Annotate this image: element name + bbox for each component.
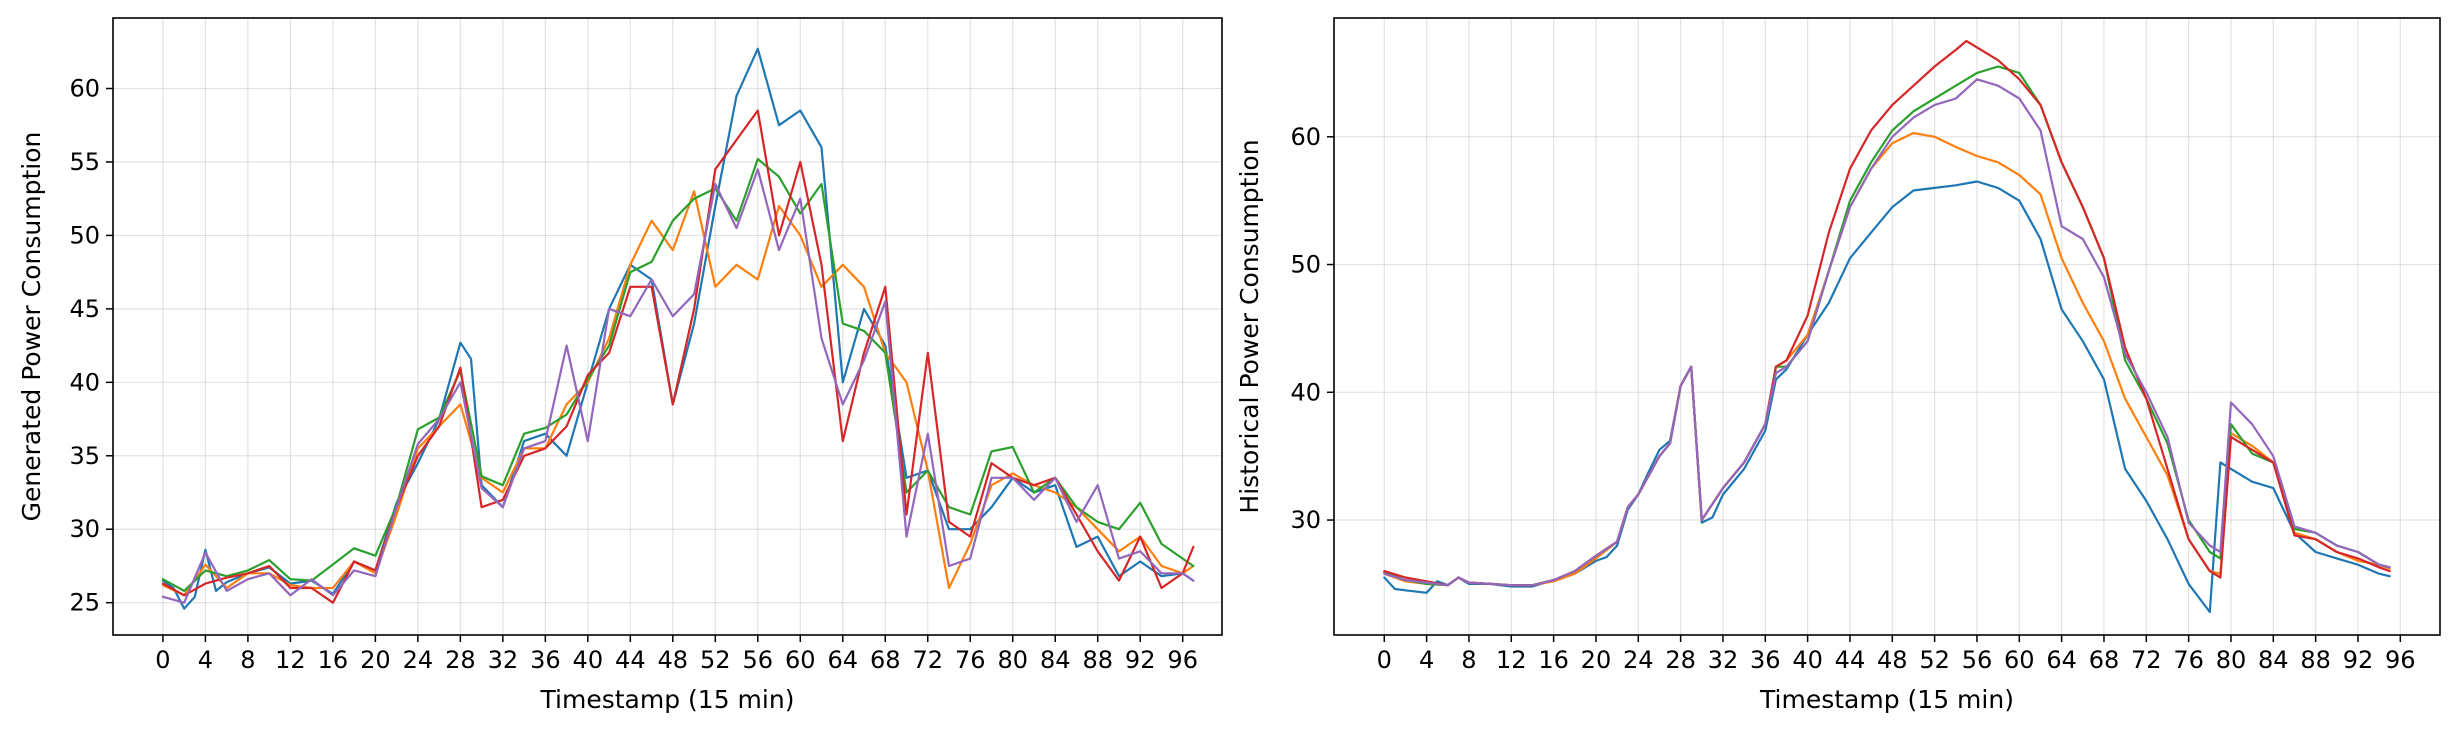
left-chart-series-4-line <box>161 109 1195 604</box>
right-chart-panel: 0 4 8 12 16 20 24 28 32 36 40 44 48 52 56 60 64 68 72 76 80 8… <box>1235 17 2441 714</box>
left-chart-series-group <box>161 47 1195 610</box>
left-chart-x-tick-label: 4 <box>198 646 213 674</box>
right-chart-x-tick-label: 88 <box>2300 646 2331 674</box>
right-chart-x-tick-label: 60 <box>2004 646 2035 674</box>
left-chart-x-tick-label: 92 <box>1125 646 1156 674</box>
left-chart-x-tick-label: 88 <box>1082 646 1113 674</box>
right-chart-y-tick-label: 40 <box>1290 378 1321 406</box>
left-chart-x-tick-label: 80 <box>997 646 1028 674</box>
right-chart-x-tick-label: 76 <box>2173 646 2204 674</box>
left-chart-x-tick-label: 20 <box>360 646 391 674</box>
right-chart-series-5-line <box>1383 78 2391 587</box>
right-chart-x-tick-label: 28 <box>1665 646 1696 674</box>
left-chart-y-tick-label: 60 <box>69 75 100 103</box>
left-chart-y-axis-label: Generated Power Consumption <box>17 132 46 522</box>
right-chart-x-tick-label: 92 <box>2343 646 2374 674</box>
right-chart-y-ticks: 30 40 50 60 <box>1290 123 1334 534</box>
right-chart-x-tick-label: 4 <box>1419 646 1434 674</box>
right-chart-x-tick-label: 32 <box>1708 646 1739 674</box>
right-chart-x-tick-label: 8 <box>1461 646 1476 674</box>
left-chart-x-tick-label: 56 <box>743 646 774 674</box>
left-chart-x-tick-label: 44 <box>615 646 646 674</box>
right-chart-series-2-line <box>1383 131 2391 587</box>
left-chart-x-tick-label: 96 <box>1167 646 1198 674</box>
left-chart-frame <box>112 17 1223 636</box>
right-chart-x-tick-label: 52 <box>1919 646 1950 674</box>
right-chart-x-tick-label: 36 <box>1750 646 1781 674</box>
right-chart-frame <box>1333 17 2441 636</box>
left-chart-series-3-line <box>161 157 1195 593</box>
left-chart-x-tick-label: 0 <box>155 646 170 674</box>
left-chart-y-ticks: 25 30 35 40 45 50 55 60 <box>69 75 113 617</box>
left-chart-series-5-line <box>161 168 1195 604</box>
left-chart-x-tick-label: 28 <box>445 646 476 674</box>
left-chart-y-tick-label: 25 <box>69 589 100 617</box>
left-chart-y-tick-label: 55 <box>69 148 100 176</box>
right-chart-series-group <box>1383 39 2391 614</box>
left-chart-grid <box>113 18 1222 635</box>
right-chart-x-tick-label: 96 <box>2385 646 2416 674</box>
left-chart-x-tick-label: 36 <box>530 646 561 674</box>
left-chart-y-tick-label: 50 <box>69 221 100 249</box>
right-chart-x-tick-label: 20 <box>1581 646 1612 674</box>
left-chart-y-tick-label: 45 <box>69 295 100 323</box>
right-chart-x-tick-label: 80 <box>2216 646 2247 674</box>
left-chart-x-tick-label: 24 <box>403 646 434 674</box>
right-chart-x-ticks: 0 4 8 12 16 20 24 28 32 36 40 44 48 52 56 60 64 68 72 76 80 8… <box>1377 635 2416 674</box>
left-chart-panel: 0 4 8 12 16 20 24 28 32 36 40 44 48 52 56 60 64 68 72 76 80 8… <box>17 17 1223 714</box>
right-chart-y-tick-label: 60 <box>1290 123 1321 151</box>
left-chart-x-tick-label: 16 <box>318 646 349 674</box>
right-chart-x-tick-label: 0 <box>1377 646 1392 674</box>
right-chart-x-tick-label: 40 <box>1792 646 1823 674</box>
right-chart-y-axis-label: Historical Power Consumption <box>1235 139 1264 513</box>
right-chart-grid <box>1334 18 2440 635</box>
right-chart-y-tick-label: 50 <box>1290 251 1321 279</box>
left-chart-x-tick-label: 72 <box>912 646 943 674</box>
left-chart-x-tick-label: 32 <box>488 646 519 674</box>
left-chart-x-tick-label: 68 <box>870 646 901 674</box>
right-chart-x-tick-label: 24 <box>1623 646 1654 674</box>
left-chart-y-tick-label: 40 <box>69 368 100 396</box>
right-chart-x-axis-label: Timestamp (15 min) <box>1759 685 2014 714</box>
left-chart-x-tick-label: 8 <box>240 646 255 674</box>
right-chart-series-4-line <box>1383 39 2391 587</box>
left-chart-x-tick-label: 52 <box>700 646 731 674</box>
right-chart-y-tick-label: 30 <box>1290 506 1321 534</box>
right-chart-x-tick-label: 72 <box>2131 646 2162 674</box>
left-chart-x-tick-label: 76 <box>955 646 986 674</box>
right-chart-x-tick-label: 84 <box>2258 646 2289 674</box>
left-chart-x-tick-label: 64 <box>827 646 858 674</box>
left-chart-x-axis-label: Timestamp (15 min) <box>540 685 795 714</box>
right-chart-x-tick-label: 56 <box>1962 646 1993 674</box>
left-chart-y-tick-label: 30 <box>69 515 100 543</box>
left-chart-x-tick-label: 84 <box>1040 646 1071 674</box>
right-chart-x-tick-label: 64 <box>2046 646 2077 674</box>
left-chart-x-tick-label: 12 <box>275 646 306 674</box>
left-chart-y-tick-label: 35 <box>69 442 100 470</box>
left-chart-series-1-line <box>161 47 1195 610</box>
right-chart-x-tick-label: 44 <box>1835 646 1866 674</box>
left-chart-x-tick-label: 48 <box>658 646 689 674</box>
left-chart-x-tick-label: 60 <box>785 646 816 674</box>
left-chart-series-2-line <box>161 190 1195 597</box>
right-chart-series-1-line <box>1383 180 2391 614</box>
right-chart-x-tick-label: 12 <box>1496 646 1527 674</box>
right-chart-x-tick-label: 16 <box>1538 646 1569 674</box>
right-chart-x-tick-label: 68 <box>2089 646 2120 674</box>
left-chart-x-ticks: 0 4 8 12 16 20 24 28 32 36 40 44 48 52 56 60 64 68 72 76 80 8… <box>155 635 1198 674</box>
left-chart-x-tick-label: 40 <box>573 646 604 674</box>
right-chart-x-tick-label: 48 <box>1877 646 1908 674</box>
